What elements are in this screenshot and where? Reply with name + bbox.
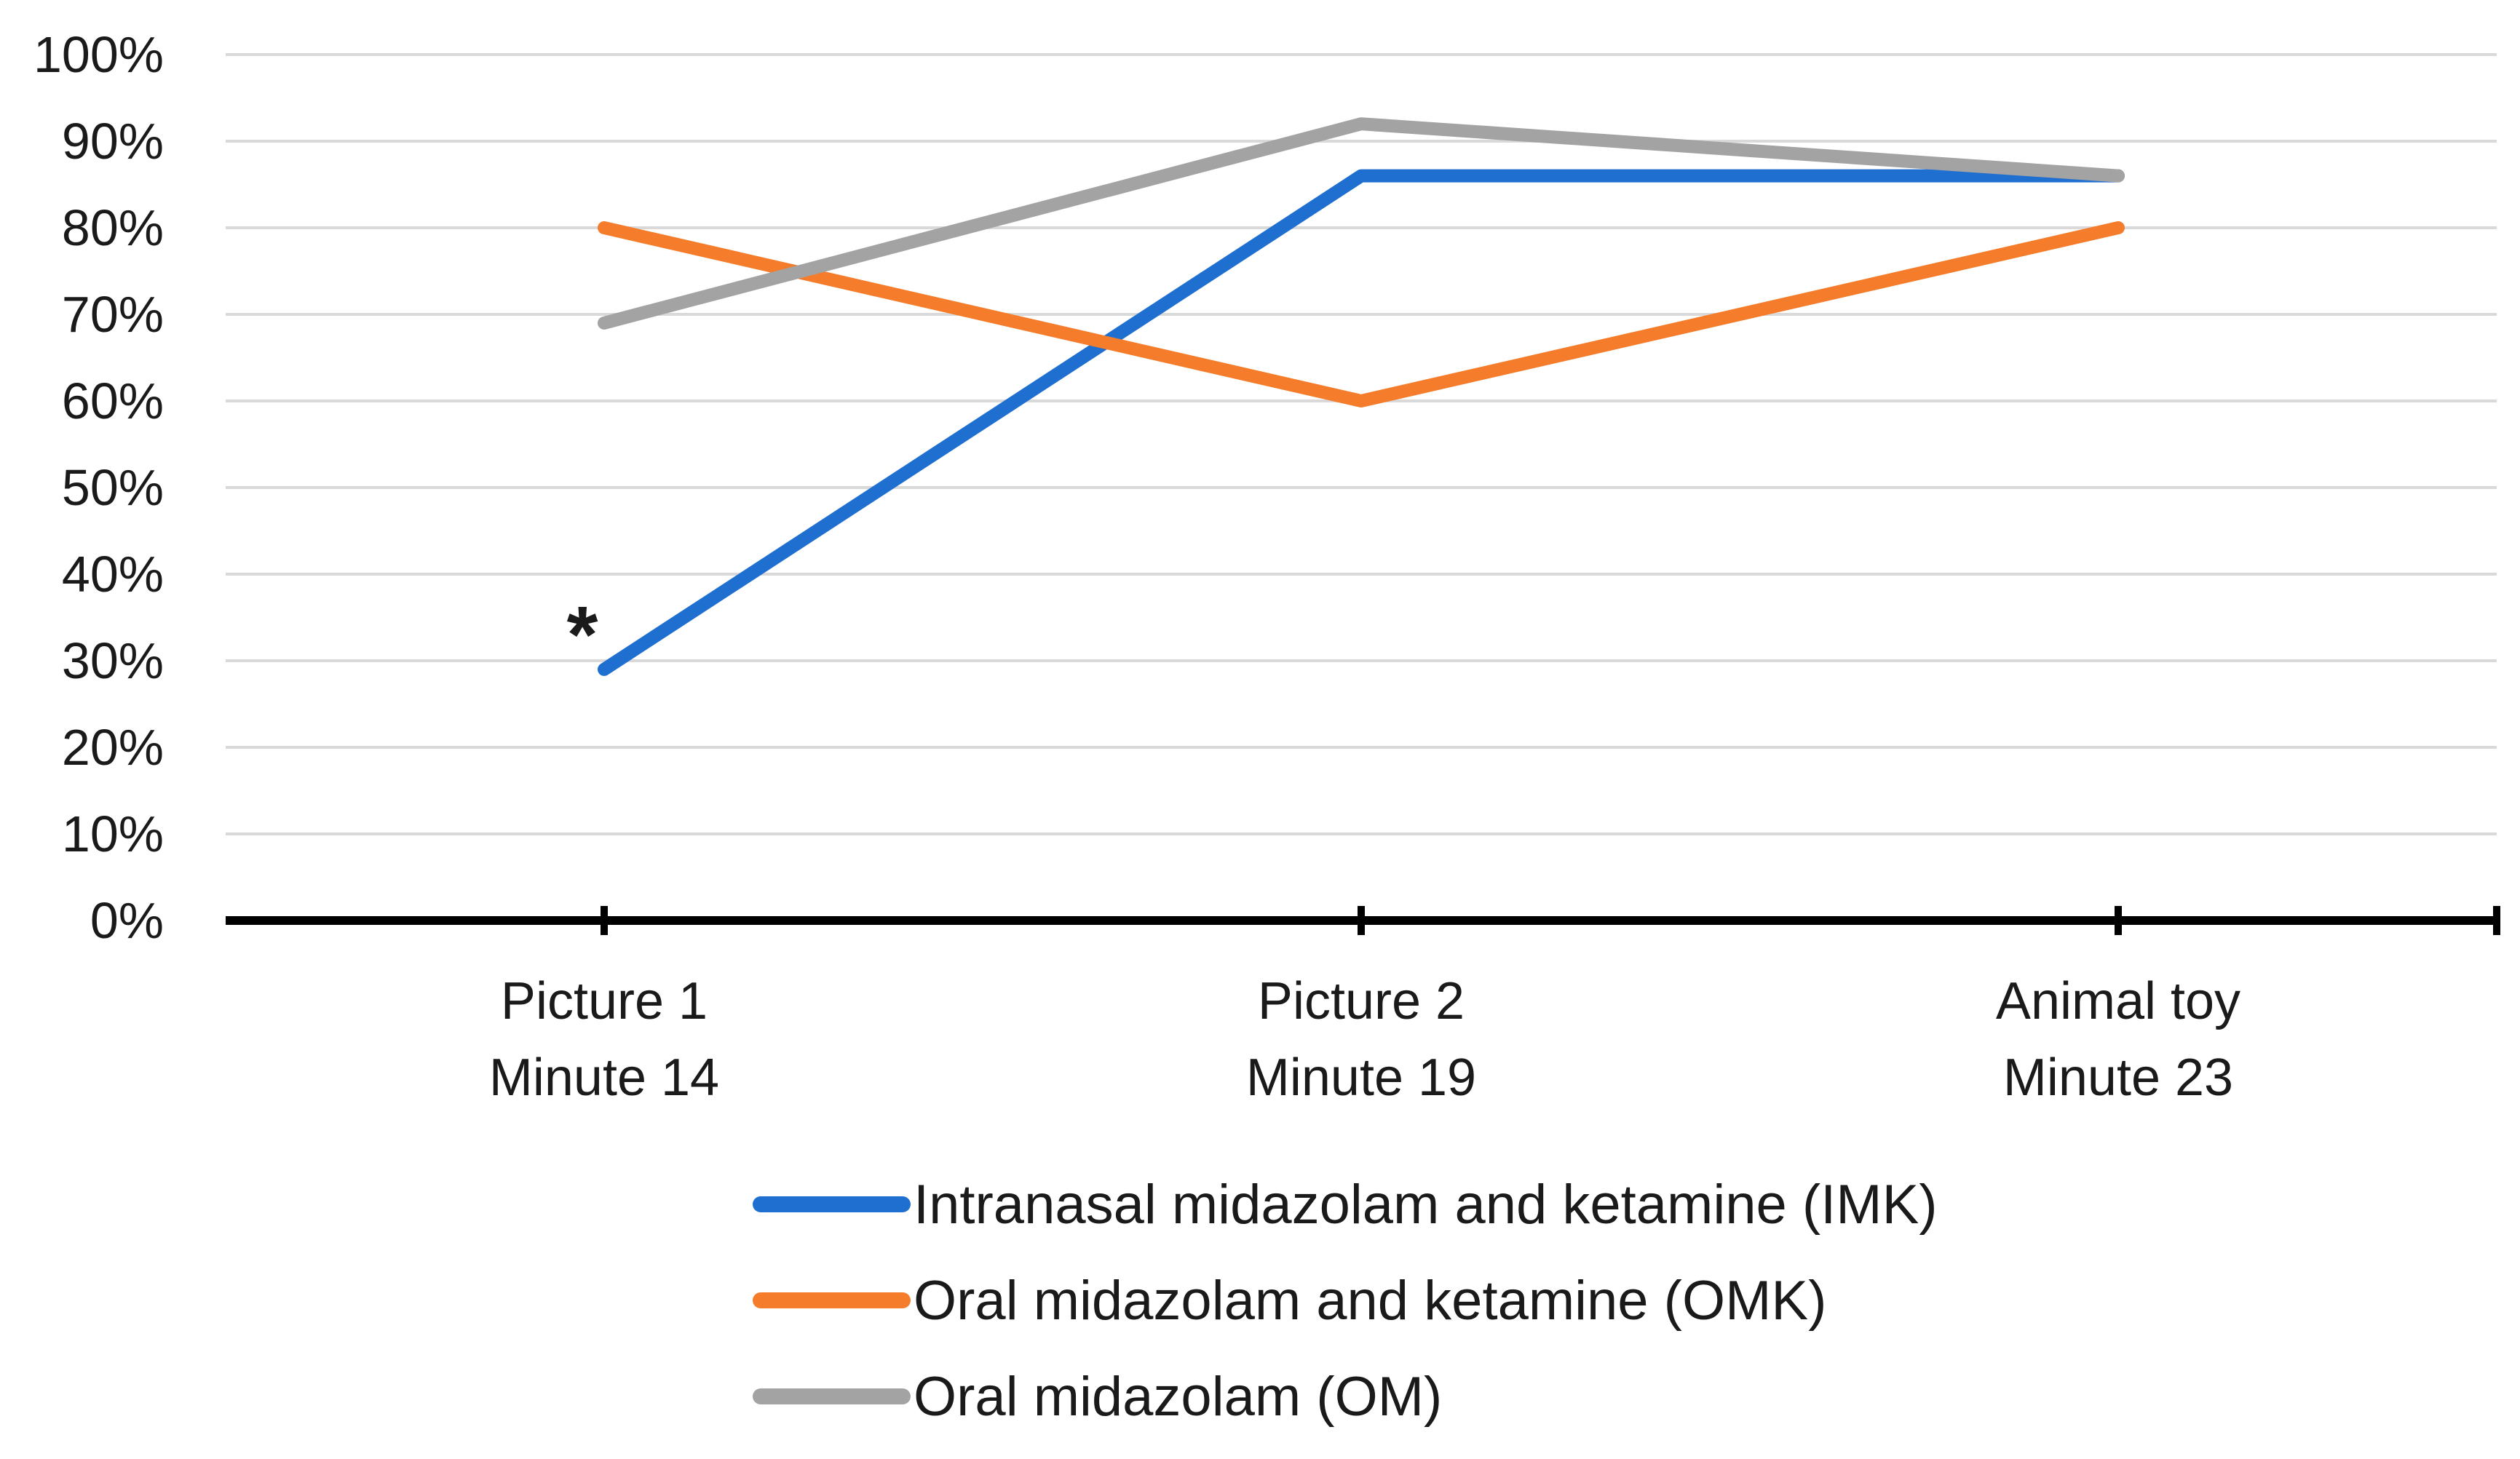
x-tick-label: Minute 19 bbox=[1246, 1049, 1476, 1107]
legend-label: Oral midazolam (OM) bbox=[914, 1366, 1442, 1428]
x-tick-label: Picture 2 bbox=[1258, 972, 1465, 1030]
y-tick-label: 20% bbox=[62, 719, 164, 776]
x-tick-label: Picture 1 bbox=[501, 972, 708, 1030]
series-line-2 bbox=[598, 221, 2125, 408]
significance-marker: * bbox=[567, 590, 598, 680]
y-tick-label: 70% bbox=[62, 286, 164, 343]
x-axis: Picture 1 Minute 14 Picture 2 Minute 19 Anim… bbox=[226, 906, 2500, 1107]
y-axis: 0% 10% 20% 30% 40% 50% 60% 70% 80% 90% 100% bbox=[33, 26, 164, 949]
y-tick-label: 50% bbox=[62, 459, 164, 516]
y-tick-label: 80% bbox=[62, 199, 164, 256]
legend: Intranasal midazolam and ketamine (IMK) O… bbox=[753, 1174, 1938, 1428]
x-tick-label: Minute 14 bbox=[489, 1049, 719, 1107]
x-tick-label: Animal toy bbox=[1996, 972, 2240, 1030]
y-tick-label: 30% bbox=[62, 632, 164, 689]
y-tick-label: 0% bbox=[90, 892, 164, 949]
y-tick-label: 10% bbox=[62, 806, 164, 862]
legend-label: Intranasal midazolam and ketamine (IMK) bbox=[914, 1174, 1938, 1236]
annotations: * bbox=[567, 590, 598, 680]
y-tick-label: 60% bbox=[62, 373, 164, 429]
legend-label: Oral midazolam and ketamine (OMK) bbox=[914, 1270, 1826, 1332]
y-tick-label: 40% bbox=[62, 546, 164, 603]
y-tick-label: 90% bbox=[62, 113, 164, 170]
y-tick-label: 100% bbox=[33, 26, 164, 83]
series-line-3 bbox=[598, 117, 2125, 330]
x-tick-label: Minute 23 bbox=[2003, 1049, 2233, 1107]
series-line-1 bbox=[598, 169, 2125, 676]
series-lines bbox=[598, 117, 2125, 676]
